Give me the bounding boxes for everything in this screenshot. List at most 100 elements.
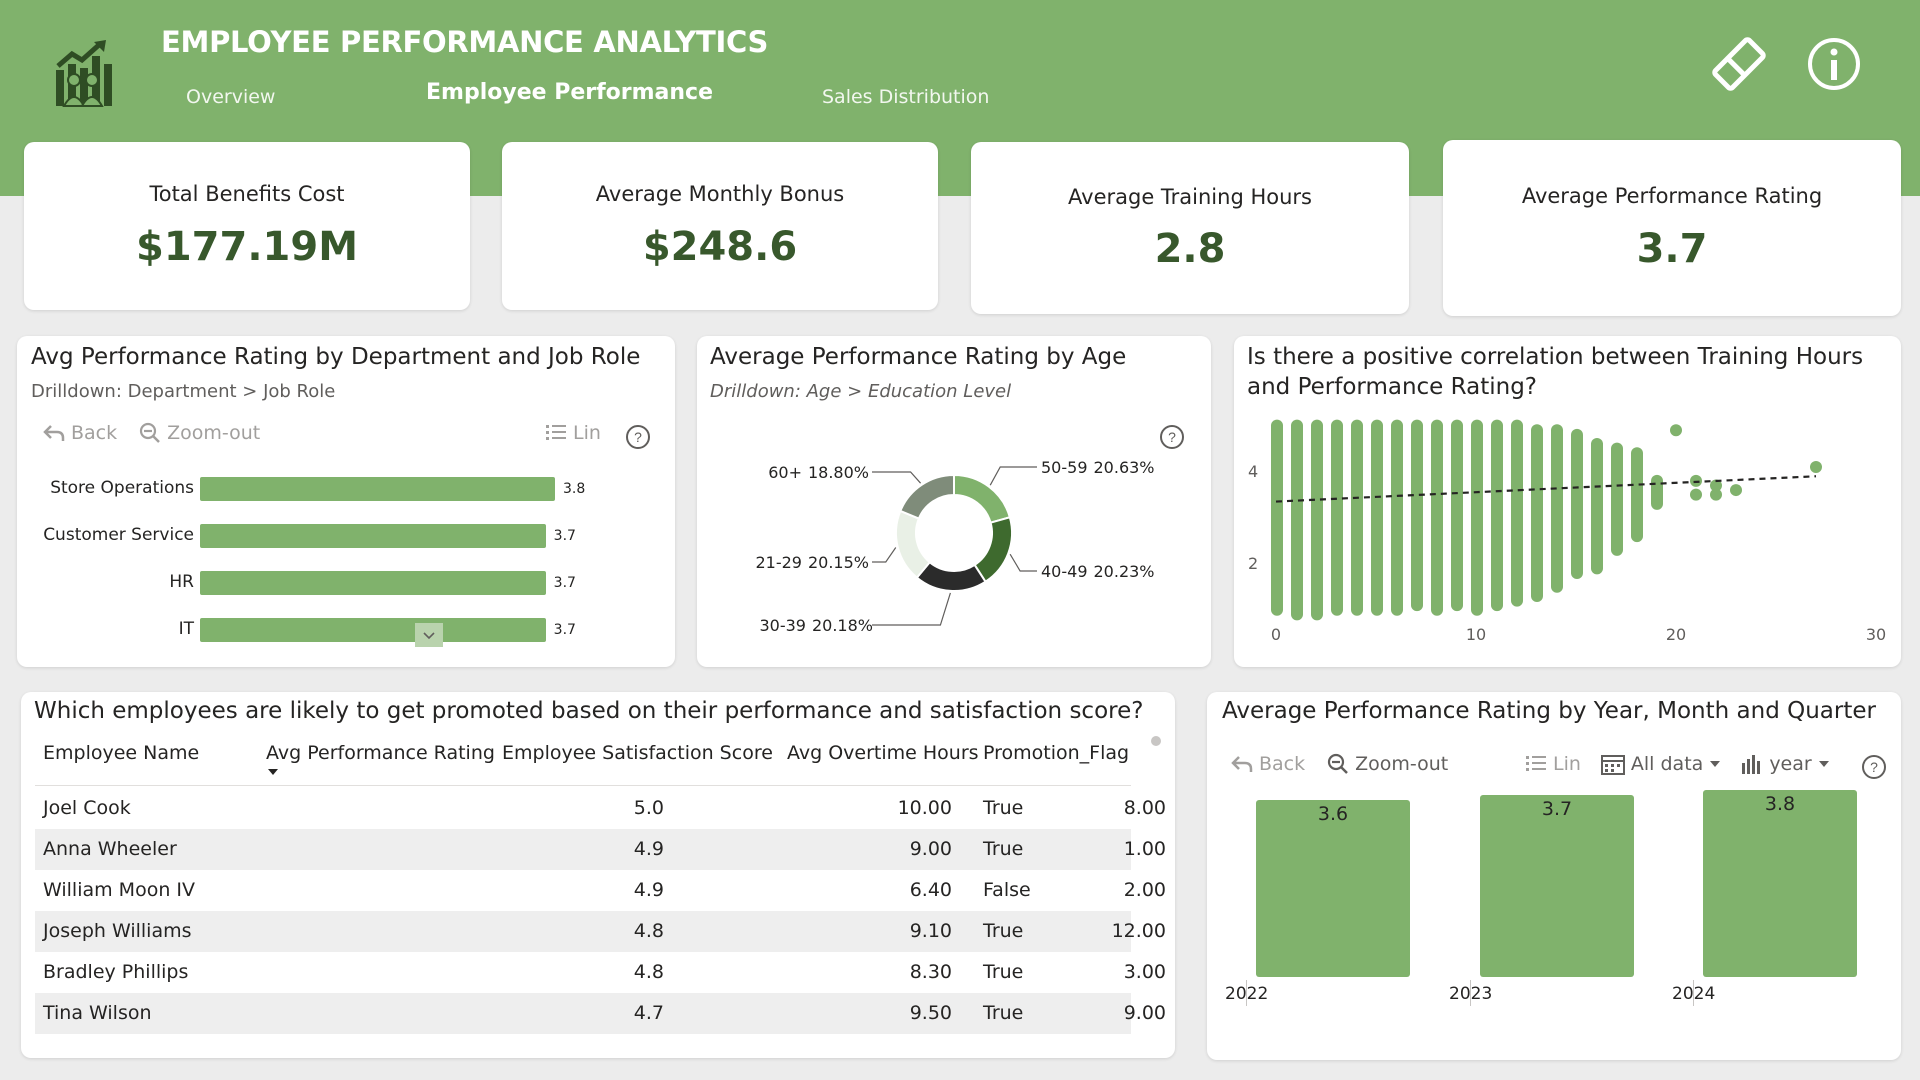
back-button[interactable]: Back — [1231, 753, 1305, 775]
performance-rating-cell: 4.7 — [633, 1002, 664, 1024]
hierarchy-level-dropdown[interactable]: year — [1741, 753, 1829, 775]
eraser-icon[interactable] — [1709, 34, 1769, 94]
scatter-point-column — [1651, 474, 1663, 510]
slice-category: 30-39 — [759, 616, 806, 635]
scatter-point-column — [1411, 419, 1423, 612]
table-title: Which employees are likely to get promot… — [34, 698, 1144, 724]
x-axis-tick-label: 10 — [1465, 625, 1487, 644]
kpi-label: Total Benefits Cost — [149, 182, 345, 206]
scatter-point-column — [1591, 438, 1603, 575]
employee-name-cell: Joel Cook — [43, 797, 131, 819]
bar-data-label: 3.7 — [553, 575, 576, 591]
sort-descending-icon — [268, 769, 278, 775]
linear-label: Lin — [1553, 753, 1581, 775]
tab-employee-performance[interactable]: Employee Performance — [426, 80, 714, 105]
promotion-flag-cell: True — [983, 797, 1024, 819]
scroll-down-button[interactable] — [415, 623, 443, 647]
year-bar[interactable] — [1256, 800, 1410, 977]
performance-rating-cell: 4.9 — [633, 838, 664, 860]
slice-percent: 18.80% — [807, 463, 869, 482]
zoom-out-button[interactable]: Zoom-out — [1327, 753, 1448, 775]
table-row[interactable]: Tina Wilson 4.7 9.50 9.00 True — [35, 993, 1166, 1034]
list-icon — [1526, 756, 1546, 771]
slice-percent: 20.18% — [811, 616, 873, 635]
overtime-hours-cell: 2.00 — [1123, 879, 1166, 901]
age-rating-chart-card: Average Performance Rating by Age Drilld… — [697, 336, 1211, 667]
date-filter-dropdown[interactable]: All data — [1600, 753, 1721, 775]
employee-name-cell: Tina Wilson — [43, 1002, 152, 1024]
donut-leader-line — [872, 547, 897, 563]
dept-bar[interactable] — [200, 618, 546, 642]
satisfaction-score-cell: 6.40 — [909, 879, 952, 901]
list-icon — [546, 425, 566, 440]
kpi-value: $177.19M — [136, 224, 358, 270]
table-row[interactable]: Bradley Phillips 4.8 8.30 3.00 True — [35, 952, 1166, 993]
table-row[interactable]: Anna Wheeler 4.9 9.00 1.00 True — [35, 829, 1166, 870]
bar-category-label: Customer Service — [43, 525, 194, 545]
dept-bar[interactable] — [200, 571, 546, 595]
bar-category-label: HR — [169, 572, 194, 592]
overtime-hours-cell: 12.00 — [1111, 920, 1166, 942]
scatter-point-column — [1431, 419, 1443, 616]
donut-slice-label: 60+ 18.80% — [768, 463, 869, 482]
bar-chart-icon — [1742, 755, 1761, 774]
info-icon[interactable] — [1804, 34, 1864, 94]
linear-toggle[interactable]: Lin — [545, 422, 601, 444]
svg-text:?: ? — [1870, 759, 1878, 775]
tab-overview[interactable]: Overview — [186, 86, 276, 108]
dept-rating-chart-card: Avg Performance Rating by Department and… — [17, 336, 675, 667]
help-icon[interactable]: ? — [625, 424, 651, 450]
chart-subtitle: Drilldown: Age > Education Level — [710, 381, 1012, 402]
kpi-label: Average Training Hours — [1068, 185, 1312, 209]
slice-percent: 20.23% — [1093, 562, 1155, 581]
zoom-out-button[interactable]: Zoom-out — [139, 422, 260, 444]
help-icon[interactable]: ? — [1159, 424, 1185, 450]
table-row[interactable]: Joel Cook 5.0 10.00 8.00 True — [35, 788, 1166, 829]
hierarchy-level-label: year — [1769, 753, 1812, 775]
bar-data-label: 3.8 — [1764, 793, 1796, 816]
linear-label: Lin — [573, 422, 601, 444]
scrollbar-thumb[interactable] — [1151, 736, 1161, 746]
table-row[interactable]: Joseph Williams 4.8 9.10 12.00 True — [35, 911, 1166, 952]
satisfaction-score-cell: 8.30 — [909, 961, 952, 983]
slice-percent: 20.15% — [807, 553, 869, 572]
donut-leader-line — [1009, 553, 1037, 572]
help-icon[interactable]: ? — [1861, 754, 1887, 780]
scatter-point-column — [1451, 419, 1463, 612]
chart-subtitle: Drilldown: Department > Job Role — [31, 381, 336, 402]
table-row[interactable]: William Moon IV 4.9 6.40 2.00 False — [35, 870, 1166, 911]
kpi-label: Average Monthly Bonus — [595, 182, 845, 206]
back-button[interactable]: Back — [43, 422, 117, 444]
scatter-point-column — [1311, 419, 1323, 621]
column-header-satisfaction-score[interactable]: Employee Satisfaction Score — [502, 742, 773, 764]
year-bar[interactable] — [1480, 795, 1634, 977]
svg-text:?: ? — [1168, 429, 1176, 445]
scatter-point-column — [1291, 419, 1303, 621]
column-header-overtime-hours[interactable]: Avg Overtime Hours — [787, 742, 979, 764]
donut-leader-line — [872, 592, 951, 626]
bar-category-label: Store Operations — [50, 478, 194, 498]
column-header-promotion-flag[interactable]: Promotion_Flag — [983, 742, 1130, 764]
overtime-hours-cell: 8.00 — [1123, 797, 1166, 819]
satisfaction-score-cell: 9.10 — [909, 920, 952, 942]
year-bar[interactable] — [1703, 790, 1857, 977]
performance-rating-cell: 5.0 — [633, 797, 664, 819]
kpi-card-avg-monthly-bonus: Average Monthly Bonus $248.6 — [502, 142, 938, 310]
back-label: Back — [71, 422, 118, 444]
column-header-employee-name[interactable]: Employee Name — [43, 742, 200, 764]
column-header-avg-performance[interactable]: Avg Performance Rating — [266, 742, 495, 764]
linear-toggle[interactable]: Lin — [1525, 753, 1581, 775]
scatter-point — [1730, 484, 1742, 497]
donut-leader-line — [989, 466, 1037, 486]
satisfaction-score-cell: 10.00 — [897, 797, 952, 819]
satisfaction-score-cell: 9.00 — [909, 838, 952, 860]
bar-data-label: 3.7 — [1541, 798, 1573, 821]
dept-bar[interactable] — [200, 524, 546, 548]
scatter-point-column — [1271, 419, 1283, 616]
kpi-card-total-benefits: Total Benefits Cost $177.19M — [24, 142, 470, 310]
scatter-point-column — [1631, 447, 1643, 543]
donut-slice-label: 50-59 20.63% — [1041, 458, 1155, 477]
x-axis-category-label: 2023 — [1449, 984, 1493, 1004]
tab-sales-distribution[interactable]: Sales Distribution — [822, 86, 990, 108]
dept-bar[interactable] — [200, 477, 555, 501]
